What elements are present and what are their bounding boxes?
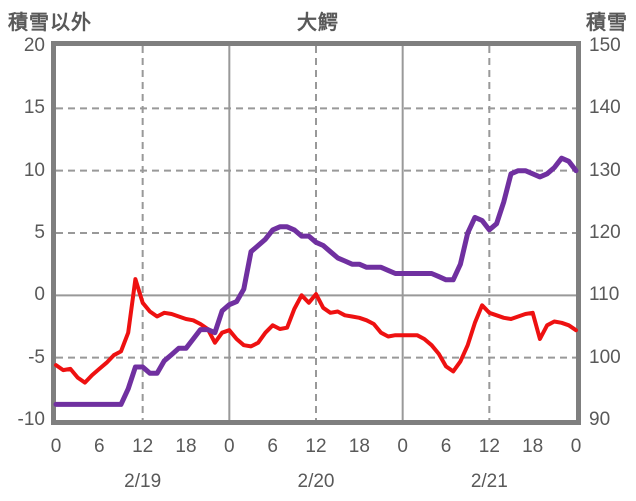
plot-frame <box>51 41 581 425</box>
y-right-tick-label: 90 <box>589 409 611 430</box>
x-tick-label: 12 <box>305 436 327 457</box>
x-tick-label: 12 <box>478 436 500 457</box>
snow-depth-line <box>53 155 579 407</box>
x-tick-label: 18 <box>175 436 197 457</box>
x-tick-label: 6 <box>440 436 452 457</box>
y-left-tick-label: -5 <box>28 346 45 368</box>
y-right-tick-label: 100 <box>589 346 621 368</box>
left-axis-title: 積雪以外 <box>8 12 92 34</box>
y-left-tick-label: 20 <box>23 35 45 56</box>
chart-title: 大鰐 <box>297 12 339 34</box>
x-tick-label: 0 <box>50 436 62 457</box>
y-right-tick-label: 150 <box>589 35 621 56</box>
x-tick-label: 0 <box>397 436 408 457</box>
x-date-label: 2/20 <box>297 471 335 492</box>
y-right-tick-label: 120 <box>589 222 621 243</box>
x-tick-label: 18 <box>522 436 544 457</box>
x-tick-label: 6 <box>267 436 278 457</box>
x-date-label: 2/21 <box>470 471 508 492</box>
y-right-tick-label: 130 <box>589 159 621 181</box>
x-date-label: 2/19 <box>124 471 162 492</box>
y-right-tick-label: 110 <box>589 284 620 306</box>
temperature-line <box>54 277 578 385</box>
y-left-tick-label: 10 <box>23 159 45 181</box>
x-tick-label: 18 <box>348 436 370 457</box>
x-tick-label: 6 <box>94 436 105 457</box>
y-left-tick-label: 15 <box>23 97 45 119</box>
x-tick-label: 0 <box>570 436 582 457</box>
x-tick-label: 0 <box>224 436 235 457</box>
y-left-tick-label: -10 <box>17 409 45 430</box>
y-right-tick-label: 140 <box>589 97 621 119</box>
right-axis-title: 積雪 <box>586 12 628 34</box>
y-left-tick-label: 5 <box>34 222 45 243</box>
y-left-tick-label: 0 <box>34 284 45 306</box>
x-tick-label: 12 <box>132 436 154 457</box>
